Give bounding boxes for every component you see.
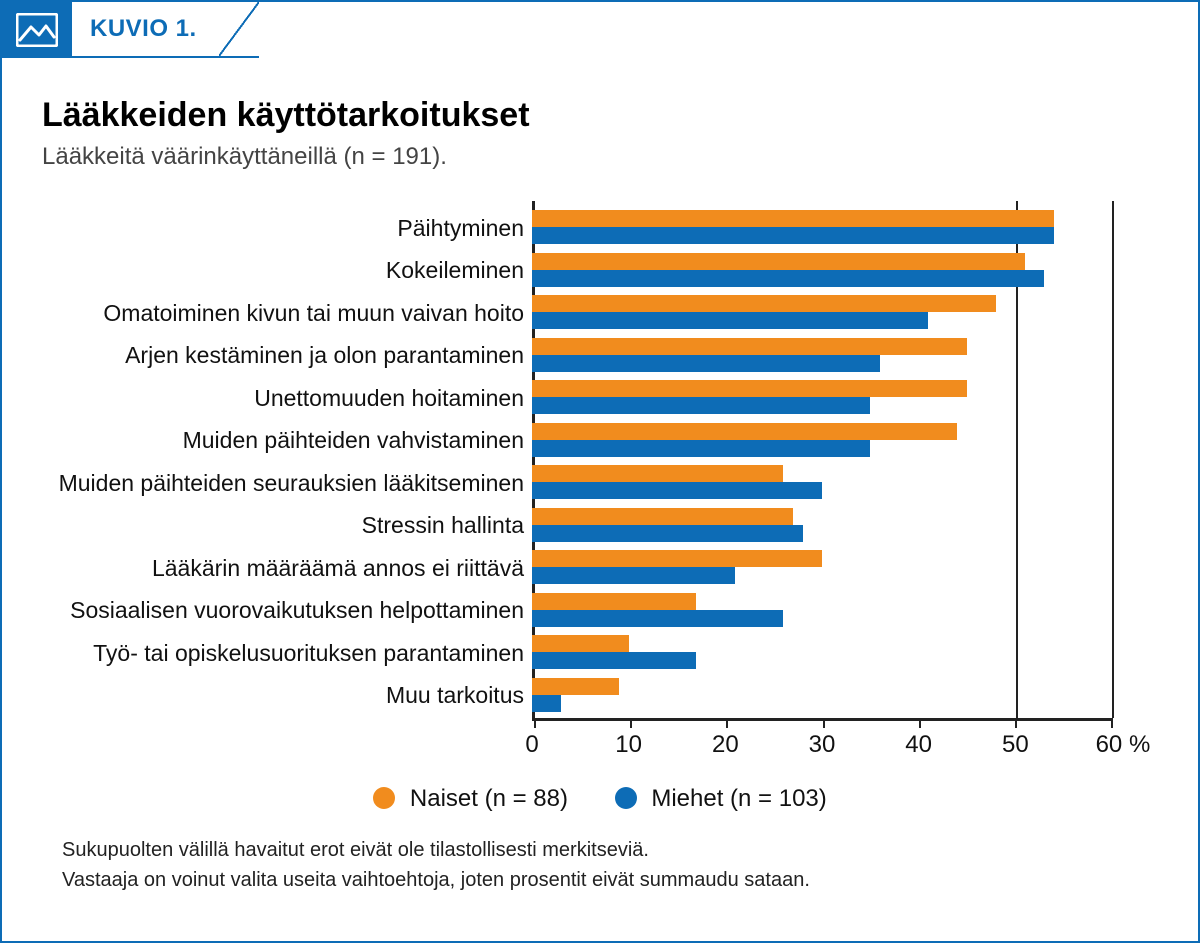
chart-row: Päihtyminen xyxy=(52,207,1112,250)
x-axis-labels: 0102030405060 % xyxy=(532,731,1112,761)
bar-miehet xyxy=(532,695,561,712)
chart-row: Työ- tai opiskelusuorituksen parantamine… xyxy=(52,632,1112,675)
bar-group xyxy=(532,675,1112,718)
bar-group xyxy=(532,462,1112,505)
bar-naiset xyxy=(532,550,822,567)
category-label: Muiden päihteiden vahvistaminen xyxy=(52,429,524,452)
bar-miehet xyxy=(532,227,1054,244)
bar-naiset xyxy=(532,210,1054,227)
x-axis-label: 50 xyxy=(1002,731,1029,759)
bar-miehet xyxy=(532,482,822,499)
bar-chart: Päihtyminen Kokeileminen Omatoiminen kivun… xyxy=(52,201,1158,781)
bar-naiset xyxy=(532,295,996,312)
header-divider xyxy=(219,2,259,58)
legend: Naiset (n = 88) Miehet (n = 103) xyxy=(42,785,1158,813)
bar-group xyxy=(532,292,1112,335)
figure-frame: KUVIO 1. Lääkkeiden käyttötarkoitukset L… xyxy=(0,0,1200,943)
category-label: Muu tarkoitus xyxy=(52,684,524,707)
bar-naiset xyxy=(532,338,967,355)
bar-naiset xyxy=(532,380,967,397)
footnote-line: Sukupuolten välillä havaitut erot eivät … xyxy=(62,835,1158,865)
bar-miehet xyxy=(532,270,1044,287)
x-axis-label: 60 % xyxy=(1096,731,1151,759)
bar-naiset xyxy=(532,465,783,482)
x-axis-label: 40 xyxy=(905,731,932,759)
chart-row: Kokeileminen xyxy=(52,250,1112,293)
chart-row: Muiden päihteiden seurauksien lääkitsemi… xyxy=(52,462,1112,505)
bar-naiset xyxy=(532,678,619,695)
bar-miehet xyxy=(532,610,783,627)
x-axis-label: 30 xyxy=(809,731,836,759)
legend-label-naiset: Naiset (n = 88) xyxy=(410,785,568,812)
x-axis-label: 0 xyxy=(525,731,538,759)
bar-group xyxy=(532,207,1112,250)
bar-miehet xyxy=(532,567,735,584)
bar-miehet xyxy=(532,355,880,372)
category-label: Stressin hallinta xyxy=(52,514,524,537)
category-label: Muiden päihteiden seurauksien lääkitsemi… xyxy=(52,472,524,495)
bar-miehet xyxy=(532,397,870,414)
footnotes: Sukupuolten välillä havaitut erot eivät … xyxy=(62,835,1158,895)
legend-swatch-naiset xyxy=(373,787,395,809)
bar-miehet xyxy=(532,312,928,329)
bar-naiset xyxy=(532,253,1025,270)
category-label: Lääkärin määräämä annos ei riittävä xyxy=(52,557,524,580)
x-axis-label: 10 xyxy=(615,731,642,759)
chart-subtitle: Lääkkeitä väärinkäyttäneillä (n = 191). xyxy=(42,143,1158,171)
bar-naiset xyxy=(532,593,696,610)
bar-group xyxy=(532,632,1112,675)
category-label: Sosiaalisen vuorovaikutuksen helpottamin… xyxy=(52,599,524,622)
bar-group xyxy=(532,505,1112,548)
x-axis-label: 20 xyxy=(712,731,739,759)
bar-naiset xyxy=(532,635,629,652)
category-label: Päihtyminen xyxy=(52,217,524,240)
bar-group xyxy=(532,377,1112,420)
bar-group xyxy=(532,547,1112,590)
category-label: Omatoiminen kivun tai muun vaivan hoito xyxy=(52,302,524,325)
footnote-line: Vastaaja on voinut valita useita vaihtoe… xyxy=(62,865,1158,895)
chart-row: Muu tarkoitus xyxy=(52,675,1112,718)
category-label: Kokeileminen xyxy=(52,259,524,282)
figure-header: KUVIO 1. xyxy=(2,2,1198,58)
chart-row: Omatoiminen kivun tai muun vaivan hoito xyxy=(52,292,1112,335)
chart-title: Lääkkeiden käyttötarkoitukset xyxy=(42,96,1158,135)
category-label: Työ- tai opiskelusuorituksen parantamine… xyxy=(52,642,524,665)
chart-row: Arjen kestäminen ja olon parantaminen xyxy=(52,335,1112,378)
category-label: Arjen kestäminen ja olon parantaminen xyxy=(52,344,524,367)
chart-row: Sosiaalisen vuorovaikutuksen helpottamin… xyxy=(52,590,1112,633)
bar-naiset xyxy=(532,508,793,525)
bar-naiset xyxy=(532,423,957,440)
chart-row: Lääkärin määräämä annos ei riittävä xyxy=(52,547,1112,590)
legend-label-miehet: Miehet (n = 103) xyxy=(651,785,826,812)
gridline xyxy=(1112,201,1114,718)
bar-group xyxy=(532,335,1112,378)
bar-miehet xyxy=(532,652,696,669)
image-icon xyxy=(2,2,72,58)
bar-miehet xyxy=(532,525,803,542)
bar-group xyxy=(532,590,1112,633)
bar-group xyxy=(532,250,1112,293)
chart-rows: Päihtyminen Kokeileminen Omatoiminen kivun… xyxy=(52,207,1112,721)
chart-row: Muiden päihteiden vahvistaminen xyxy=(52,420,1112,463)
chart-row: Unettomuuden hoitaminen xyxy=(52,377,1112,420)
figure-number: KUVIO 1. xyxy=(72,2,219,58)
bar-group xyxy=(532,420,1112,463)
category-label: Unettomuuden hoitaminen xyxy=(52,387,524,410)
bar-miehet xyxy=(532,440,870,457)
legend-swatch-miehet xyxy=(615,787,637,809)
chart-row: Stressin hallinta xyxy=(52,505,1112,548)
